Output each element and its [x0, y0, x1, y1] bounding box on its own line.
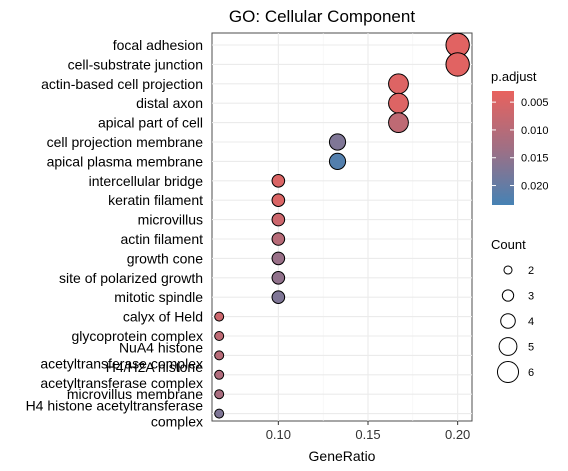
y-tick-label: calyx of Held — [123, 309, 203, 325]
x-tick-label: 0.20 — [445, 427, 470, 442]
y-tick-label: NuA4 histone — [119, 339, 203, 355]
size-legend-label: 3 — [528, 291, 534, 303]
color-legend-tick-label: 0.010 — [521, 125, 549, 137]
data-point — [214, 389, 225, 400]
data-point — [214, 350, 225, 361]
plot-panel — [211, 32, 473, 422]
color-legend-tick-label: 0.020 — [521, 181, 549, 193]
data-point — [214, 331, 225, 341]
y-tick-label: actin-based cell projection — [41, 76, 203, 92]
color-legend: p.adjust 0.005 0.010 0.015 0.020 — [491, 69, 549, 205]
data-point — [214, 408, 225, 419]
y-tick-label: actin filament — [121, 231, 204, 247]
y-tick-label: apical plasma membrane — [47, 153, 204, 169]
y-tick-label: cell projection membrane — [47, 134, 204, 150]
y-tick-label: acetyltransferase complex — [40, 355, 203, 371]
data-point — [271, 290, 286, 305]
y-tick-label: cell-substrate junction — [68, 56, 203, 72]
data-point — [388, 112, 409, 133]
data-point — [271, 232, 286, 246]
chart-title: GO: Cellular Component — [229, 7, 415, 26]
x-axis-label: GeneRatio — [309, 448, 376, 464]
size-legend-label: 4 — [528, 316, 534, 328]
y-tick-label: keratin filament — [108, 192, 203, 208]
data-point — [271, 271, 286, 285]
y-tick-label: microvillus membrane — [67, 386, 203, 402]
data-point — [271, 212, 286, 227]
y-tick-label: growth cone — [127, 250, 203, 266]
color-legend-title: p.adjust — [491, 69, 537, 84]
size-legend-items: 2 3 4 5 6 — [496, 265, 534, 384]
data-point — [328, 152, 347, 170]
y-tick-label: H4 histone acetyltransferase — [26, 398, 204, 414]
x-tick-labels: 0.10 0.15 0.20 — [266, 421, 470, 442]
y-tick-label: complex — [151, 414, 203, 430]
size-legend-circle — [500, 313, 516, 329]
data-point — [214, 369, 225, 380]
y-tick-labels: focal adhesion cell-substrate junction act… — [26, 37, 204, 430]
color-legend-tick-label: 0.005 — [521, 97, 549, 109]
size-legend-label: 6 — [528, 367, 534, 379]
color-legend-tick-label: 0.015 — [521, 153, 549, 165]
size-legend-circle — [501, 289, 515, 302]
size-legend-circle — [503, 265, 513, 275]
data-point — [328, 133, 347, 151]
y-tick-label: site of polarized growth — [59, 270, 203, 286]
x-tick-label: 0.10 — [266, 427, 291, 442]
color-legend-bar — [492, 91, 514, 205]
y-tick-label: distal axon — [136, 95, 203, 111]
data-point — [388, 92, 409, 114]
y-tick-label: mitotic spindle — [114, 289, 203, 305]
y-tick-label: apical part of cell — [98, 115, 203, 131]
size-legend-label: 5 — [528, 342, 534, 354]
size-legend-label: 2 — [528, 265, 534, 277]
color-legend-ticks: 0.005 0.010 0.015 0.020 — [492, 97, 549, 193]
y-tick-label: acetyltransferase complex — [40, 375, 203, 391]
grid-lines — [212, 33, 472, 421]
x-tick-label: 0.15 — [355, 427, 380, 442]
y-tick-label: H4/H2A histone — [106, 359, 203, 375]
data-point — [271, 193, 286, 207]
data-points — [214, 32, 470, 419]
y-tick-label: microvillus — [138, 212, 203, 228]
data-point — [214, 311, 225, 322]
size-legend-circle — [496, 360, 520, 384]
size-legend-circle — [498, 337, 518, 356]
y-tick-label: intercellular bridge — [89, 173, 204, 189]
size-legend-title: Count — [491, 237, 526, 252]
data-point — [271, 251, 286, 266]
data-point — [445, 52, 470, 77]
size-legend: Count 2 3 4 5 6 — [491, 237, 534, 384]
data-point — [271, 174, 286, 188]
y-tick-label: glycoprotein complex — [71, 328, 203, 344]
data-point — [388, 73, 409, 95]
y-tick-label: focal adhesion — [113, 37, 203, 53]
